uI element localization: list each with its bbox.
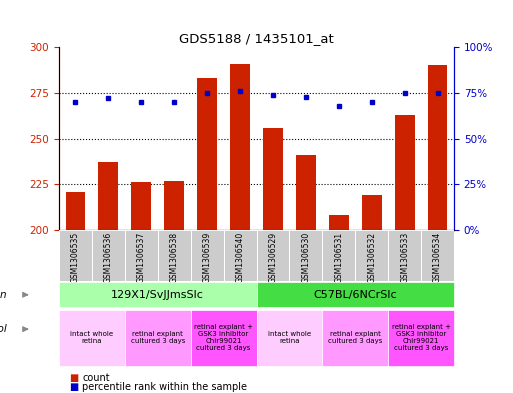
Bar (224, 230, 256, 281)
Bar (98, 162, 118, 230)
Text: retinal explant
cultured 3 days: retinal explant cultured 3 days (328, 331, 382, 345)
Bar (92, 230, 125, 281)
Bar (59, 310, 125, 366)
Bar (158, 230, 191, 281)
Text: GSM1306530: GSM1306530 (301, 231, 310, 283)
Bar (256, 230, 289, 281)
Text: GSM1306534: GSM1306534 (433, 231, 442, 283)
Bar (230, 64, 250, 230)
Text: ■: ■ (69, 382, 78, 392)
Bar (191, 310, 256, 366)
Text: GSM1306538: GSM1306538 (170, 231, 179, 283)
Text: count: count (82, 373, 110, 383)
Text: protocol: protocol (0, 324, 7, 334)
Bar (289, 230, 322, 281)
Bar (125, 230, 158, 281)
Text: GSM1306536: GSM1306536 (104, 231, 113, 283)
Text: C57BL/6NCrSlc: C57BL/6NCrSlc (313, 290, 397, 300)
Text: GSM1306532: GSM1306532 (367, 231, 376, 283)
Bar (322, 310, 388, 366)
Text: GSM1306531: GSM1306531 (334, 231, 343, 283)
Text: GSM1306540: GSM1306540 (235, 231, 245, 283)
Bar (256, 282, 454, 307)
Bar (197, 78, 217, 230)
Text: percentile rank within the sample: percentile rank within the sample (82, 382, 247, 392)
Text: GSM1306535: GSM1306535 (71, 231, 80, 283)
Bar (125, 310, 191, 366)
Bar (428, 65, 447, 230)
Text: strain: strain (0, 290, 7, 300)
Text: 129X1/SvJJmsSlc: 129X1/SvJJmsSlc (111, 290, 204, 300)
Text: ■: ■ (69, 373, 78, 383)
Bar (388, 230, 421, 281)
Bar (329, 215, 349, 230)
Title: GDS5188 / 1435101_at: GDS5188 / 1435101_at (179, 31, 334, 44)
Bar (388, 310, 454, 366)
Text: GSM1306533: GSM1306533 (400, 231, 409, 283)
Text: GSM1306529: GSM1306529 (268, 231, 278, 283)
Bar (191, 230, 224, 281)
Bar (421, 230, 454, 281)
Text: GSM1306537: GSM1306537 (137, 231, 146, 283)
Bar (322, 230, 355, 281)
Bar (362, 195, 382, 230)
Bar (131, 182, 151, 230)
Bar (59, 230, 92, 281)
Text: retinal explant
cultured 3 days: retinal explant cultured 3 days (131, 331, 185, 345)
Bar (394, 115, 415, 230)
Text: retinal explant +
GSK3 inhibitor
Chir99021
cultured 3 days: retinal explant + GSK3 inhibitor Chir990… (194, 325, 253, 351)
Bar (296, 155, 315, 230)
Text: intact whole
retina: intact whole retina (70, 331, 113, 345)
Bar (256, 310, 322, 366)
Bar (164, 180, 184, 230)
Bar (355, 230, 388, 281)
Bar (263, 128, 283, 230)
Text: intact whole
retina: intact whole retina (268, 331, 311, 345)
Text: GSM1306539: GSM1306539 (203, 231, 212, 283)
Bar (59, 282, 256, 307)
Bar (66, 191, 85, 230)
Text: retinal explant +
GSK3 inhibitor
Chir99021
cultured 3 days: retinal explant + GSK3 inhibitor Chir990… (391, 325, 450, 351)
